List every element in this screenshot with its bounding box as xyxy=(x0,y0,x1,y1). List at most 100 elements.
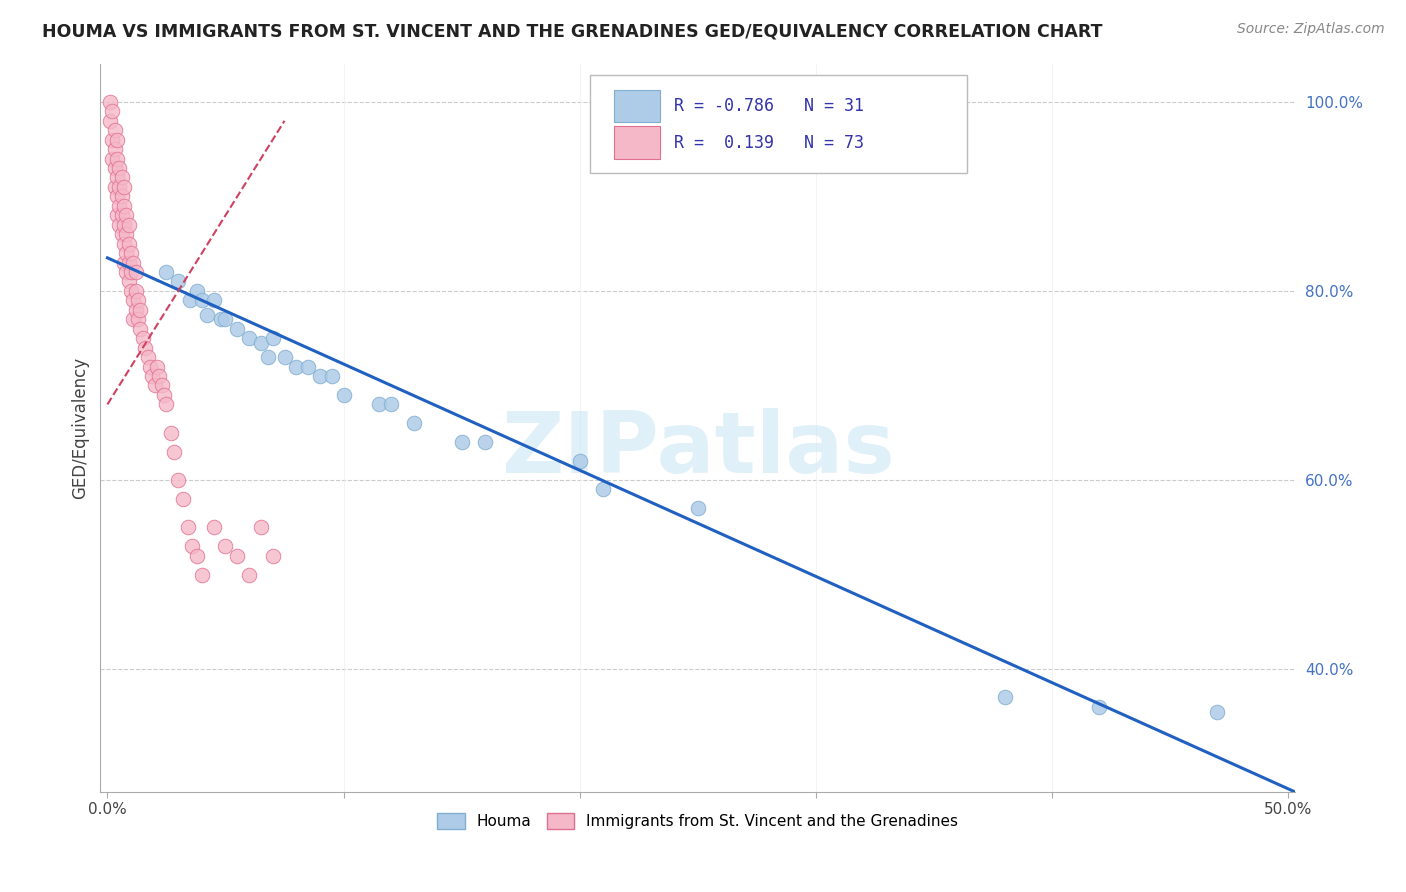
Point xyxy=(181,539,204,553)
Point xyxy=(285,359,308,374)
FancyBboxPatch shape xyxy=(591,75,966,173)
Point xyxy=(115,208,138,222)
Point xyxy=(141,369,163,384)
Point xyxy=(98,113,121,128)
Point xyxy=(257,350,280,364)
Point xyxy=(125,284,148,298)
Point xyxy=(177,520,200,534)
Point xyxy=(994,690,1017,705)
Point xyxy=(127,293,149,308)
Point xyxy=(105,189,128,203)
Point xyxy=(250,335,273,350)
Point xyxy=(112,199,135,213)
Point xyxy=(167,473,190,487)
Legend: Houma, Immigrants from St. Vincent and the Grenadines: Houma, Immigrants from St. Vincent and t… xyxy=(430,807,965,835)
Point xyxy=(105,208,128,222)
Point xyxy=(1088,699,1111,714)
Point xyxy=(153,388,176,402)
Point xyxy=(125,302,148,317)
Point xyxy=(136,350,159,364)
Point xyxy=(143,378,166,392)
Point xyxy=(120,284,142,298)
Point xyxy=(1206,705,1229,719)
Point xyxy=(105,133,128,147)
Point xyxy=(262,549,284,563)
Point xyxy=(129,302,152,317)
Point xyxy=(129,322,152,336)
Point xyxy=(686,501,709,516)
Point xyxy=(110,227,132,242)
Point xyxy=(103,180,125,194)
Point xyxy=(162,444,184,458)
Point xyxy=(226,549,249,563)
Point xyxy=(146,359,169,374)
Point xyxy=(155,397,177,411)
Point xyxy=(134,341,156,355)
Point xyxy=(179,293,201,308)
Text: Source: ZipAtlas.com: Source: ZipAtlas.com xyxy=(1237,22,1385,37)
Point xyxy=(110,208,132,222)
Point xyxy=(474,435,496,450)
Point xyxy=(155,265,177,279)
Point xyxy=(186,549,208,563)
Point xyxy=(404,417,426,431)
Point xyxy=(98,95,121,109)
Point xyxy=(368,397,391,411)
Text: R =  0.139   N = 73: R = 0.139 N = 73 xyxy=(673,134,863,152)
Point xyxy=(115,265,138,279)
Point xyxy=(110,170,132,185)
Point xyxy=(592,483,614,497)
Point xyxy=(568,454,591,468)
Point xyxy=(103,123,125,137)
Point xyxy=(110,189,132,203)
Point xyxy=(122,312,145,326)
Point xyxy=(101,104,124,119)
Point xyxy=(273,350,295,364)
Y-axis label: GED/Equivalency: GED/Equivalency xyxy=(72,357,89,499)
Point xyxy=(108,161,131,175)
Point xyxy=(191,293,214,308)
Point xyxy=(101,133,124,147)
Point xyxy=(202,293,225,308)
Point xyxy=(160,425,183,440)
Point xyxy=(103,142,125,156)
Point xyxy=(321,369,343,384)
Text: ZIPatlas: ZIPatlas xyxy=(501,409,894,491)
Point xyxy=(250,520,273,534)
Text: HOUMA VS IMMIGRANTS FROM ST. VINCENT AND THE GRENADINES GED/EQUIVALENCY CORRELAT: HOUMA VS IMMIGRANTS FROM ST. VINCENT AND… xyxy=(42,22,1102,40)
Text: R = -0.786   N = 31: R = -0.786 N = 31 xyxy=(673,97,863,115)
Point xyxy=(108,218,131,232)
Point xyxy=(309,369,332,384)
Point xyxy=(122,255,145,269)
Point xyxy=(118,236,141,251)
Point xyxy=(238,331,260,345)
Point xyxy=(214,539,236,553)
Point xyxy=(108,199,131,213)
Point xyxy=(105,170,128,185)
Point xyxy=(112,218,135,232)
Point xyxy=(132,331,155,345)
Point xyxy=(167,275,190,289)
Point xyxy=(148,369,170,384)
Point xyxy=(139,359,162,374)
Point xyxy=(450,435,472,450)
Point xyxy=(101,152,124,166)
Point xyxy=(103,161,125,175)
Point xyxy=(125,265,148,279)
Point xyxy=(120,246,142,260)
Point xyxy=(262,331,284,345)
Point xyxy=(108,180,131,194)
Point xyxy=(115,246,138,260)
Point xyxy=(191,567,214,582)
Point xyxy=(332,388,354,402)
Point xyxy=(120,265,142,279)
Point xyxy=(118,218,141,232)
Point xyxy=(195,308,218,322)
Point xyxy=(226,322,249,336)
Point xyxy=(105,152,128,166)
Point xyxy=(127,312,149,326)
Point xyxy=(297,359,319,374)
Point xyxy=(380,397,402,411)
Point xyxy=(118,255,141,269)
Point xyxy=(118,275,141,289)
